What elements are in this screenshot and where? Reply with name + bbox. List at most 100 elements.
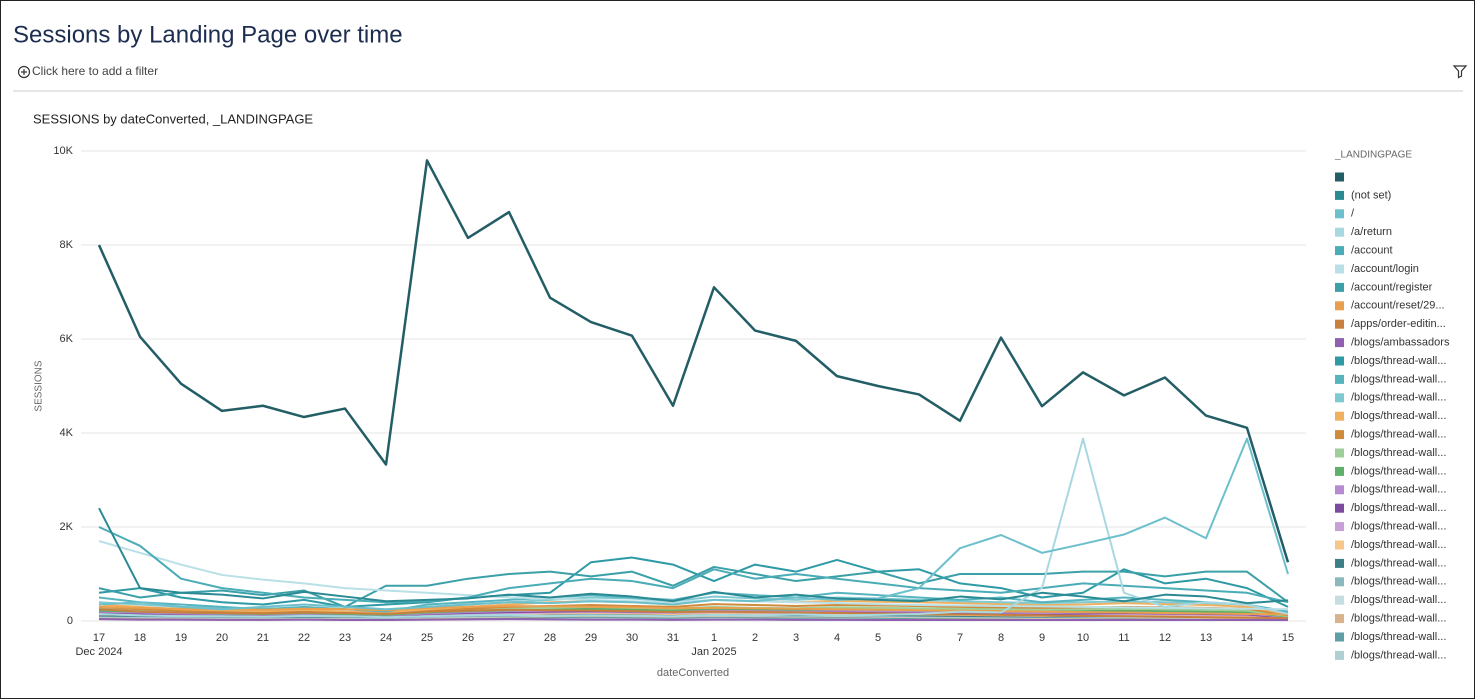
- legend-label: /blogs/thread-wall...: [1351, 576, 1446, 588]
- legend-swatch: [1335, 595, 1344, 605]
- x-tick-label: 2: [752, 632, 758, 644]
- legend-swatch: [1335, 632, 1344, 642]
- legend-label: /account: [1351, 245, 1393, 257]
- x-tick-label: 18: [134, 632, 146, 644]
- legend-item[interactable]: /blogs/thread-wall...: [1335, 557, 1446, 569]
- x-tick-label: 5: [875, 632, 881, 644]
- legend-swatch: [1335, 338, 1344, 348]
- series-line: [98, 507, 1289, 605]
- series-line: [97, 159, 1290, 563]
- y-axis-label: SESSIONS: [34, 360, 45, 411]
- legend-label: /account/register: [1351, 281, 1433, 293]
- legend-label: /blogs/thread-wall...: [1351, 613, 1446, 625]
- legend-item[interactable]: /blogs/thread-wall...: [1335, 576, 1446, 588]
- series-line: [98, 565, 1289, 608]
- legend-item[interactable]: /blogs/thread-wall...: [1335, 447, 1446, 459]
- x-tick-label: 20: [216, 632, 228, 644]
- month-label: Dec 2024: [75, 646, 122, 658]
- legend-label: /apps/order-editin...: [1351, 318, 1446, 330]
- legend-label: /a/return: [1351, 226, 1392, 238]
- legend-label: /blogs/thread-wall...: [1351, 631, 1446, 643]
- legend-item[interactable]: /blogs/thread-wall...: [1335, 465, 1446, 477]
- filter-text[interactable]: Click here to add a filter: [32, 64, 158, 78]
- x-tick-label: 3: [793, 632, 799, 644]
- legend-swatch: [1335, 503, 1344, 513]
- series-line: [98, 556, 1289, 608]
- legend-label: /blogs/thread-wall...: [1351, 649, 1446, 661]
- legend-swatch: [1335, 264, 1344, 274]
- legend-label: /: [1351, 208, 1355, 220]
- x-tick-label: 19: [175, 632, 187, 644]
- legend-swatch: [1335, 393, 1344, 403]
- x-tick-label: 10: [1077, 632, 1089, 644]
- x-tick-label: 4: [834, 632, 840, 644]
- x-tick-label: 28: [544, 632, 556, 644]
- legend-swatch: [1335, 356, 1344, 366]
- x-tick-label: 8: [998, 632, 1004, 644]
- legend-swatch: [1335, 190, 1344, 200]
- legend-swatch: [1335, 485, 1344, 495]
- legend-label: /blogs/thread-wall...: [1351, 410, 1446, 422]
- legend-item[interactable]: /blogs/thread-wall...: [1335, 429, 1446, 441]
- legend-swatch: [1335, 448, 1344, 458]
- legend-item[interactable]: [1335, 172, 1344, 182]
- legend-swatch: [1335, 319, 1344, 329]
- legend-label: /blogs/thread-wall...: [1351, 594, 1446, 606]
- legend-item[interactable]: /blogs/thread-wall...: [1335, 521, 1446, 533]
- x-tick-label: 26: [462, 632, 474, 644]
- legend-label: /blogs/thread-wall...: [1351, 502, 1446, 514]
- series-line: [98, 608, 1289, 620]
- legend-item[interactable]: /account/register: [1335, 281, 1433, 293]
- x-tick-label: 9: [1039, 632, 1045, 644]
- legend-swatch: [1335, 614, 1344, 624]
- legend-item[interactable]: /a/return: [1335, 226, 1392, 238]
- legend-label: /blogs/thread-wall...: [1351, 447, 1446, 459]
- legend-item[interactable]: /account/login: [1335, 263, 1419, 275]
- legend-item[interactable]: /blogs/thread-wall...: [1335, 594, 1446, 606]
- month-label: Jan 2025: [691, 646, 736, 658]
- legend-item[interactable]: /blogs/thread-wall...: [1335, 649, 1446, 661]
- plus-sign: [21, 69, 27, 75]
- chart-title: SESSIONS by dateConverted, _LANDINGPAGE: [33, 111, 313, 126]
- legend-item[interactable]: /blogs/thread-wall...: [1335, 631, 1446, 643]
- legend-swatch: [1335, 411, 1344, 421]
- legend-item[interactable]: /: [1335, 208, 1355, 220]
- legend-swatch: [1335, 301, 1344, 311]
- x-tick-label: 6: [916, 632, 922, 644]
- legend-title: _LANDINGPAGE: [1334, 150, 1412, 161]
- legend-item[interactable]: (not set): [1335, 189, 1391, 201]
- legend-label: /blogs/thread-wall...: [1351, 557, 1446, 569]
- legend-item[interactable]: /blogs/thread-wall...: [1335, 355, 1446, 367]
- legend-swatch: [1335, 522, 1344, 532]
- legend-label: /account/login: [1351, 263, 1419, 275]
- legend-item[interactable]: /blogs/thread-wall...: [1335, 392, 1446, 404]
- x-tick-label: 21: [257, 632, 269, 644]
- legend-item[interactable]: /blogs/ambassadors: [1335, 337, 1450, 349]
- legend-item[interactable]: /blogs/thread-wall...: [1335, 484, 1446, 496]
- legend-label: /blogs/thread-wall...: [1351, 373, 1446, 385]
- legend-label: /blogs/thread-wall...: [1351, 539, 1446, 551]
- legend-item[interactable]: /account: [1335, 245, 1393, 257]
- series-line: [98, 604, 1289, 616]
- legend-label: /blogs/thread-wall...: [1351, 355, 1446, 367]
- x-tick-label: 1: [711, 632, 717, 644]
- legend-item[interactable]: /blogs/thread-wall...: [1335, 410, 1446, 422]
- legend-item[interactable]: /apps/order-editin...: [1335, 318, 1446, 330]
- series-line: [98, 526, 1289, 604]
- legend-label: (not set): [1351, 189, 1391, 201]
- page-title: Sessions by Landing Page over time: [13, 21, 403, 48]
- x-tick-label: 11: [1118, 632, 1129, 644]
- legend-label: /blogs/thread-wall...: [1351, 484, 1446, 496]
- x-tick-label: 22: [298, 632, 310, 644]
- legend-swatch: [1335, 650, 1344, 660]
- legend-swatch: [1335, 209, 1344, 219]
- legend-item[interactable]: /blogs/thread-wall...: [1335, 613, 1446, 625]
- legend-item[interactable]: /blogs/thread-wall...: [1335, 373, 1446, 385]
- legend-item[interactable]: /blogs/thread-wall...: [1335, 502, 1446, 514]
- filter-icon[interactable]: [1452, 65, 1468, 79]
- legend-item[interactable]: /account/reset/29...: [1335, 300, 1445, 312]
- legend-item[interactable]: /blogs/thread-wall...: [1335, 539, 1446, 551]
- add-filter[interactable]: Click here to add a filter: [17, 64, 159, 78]
